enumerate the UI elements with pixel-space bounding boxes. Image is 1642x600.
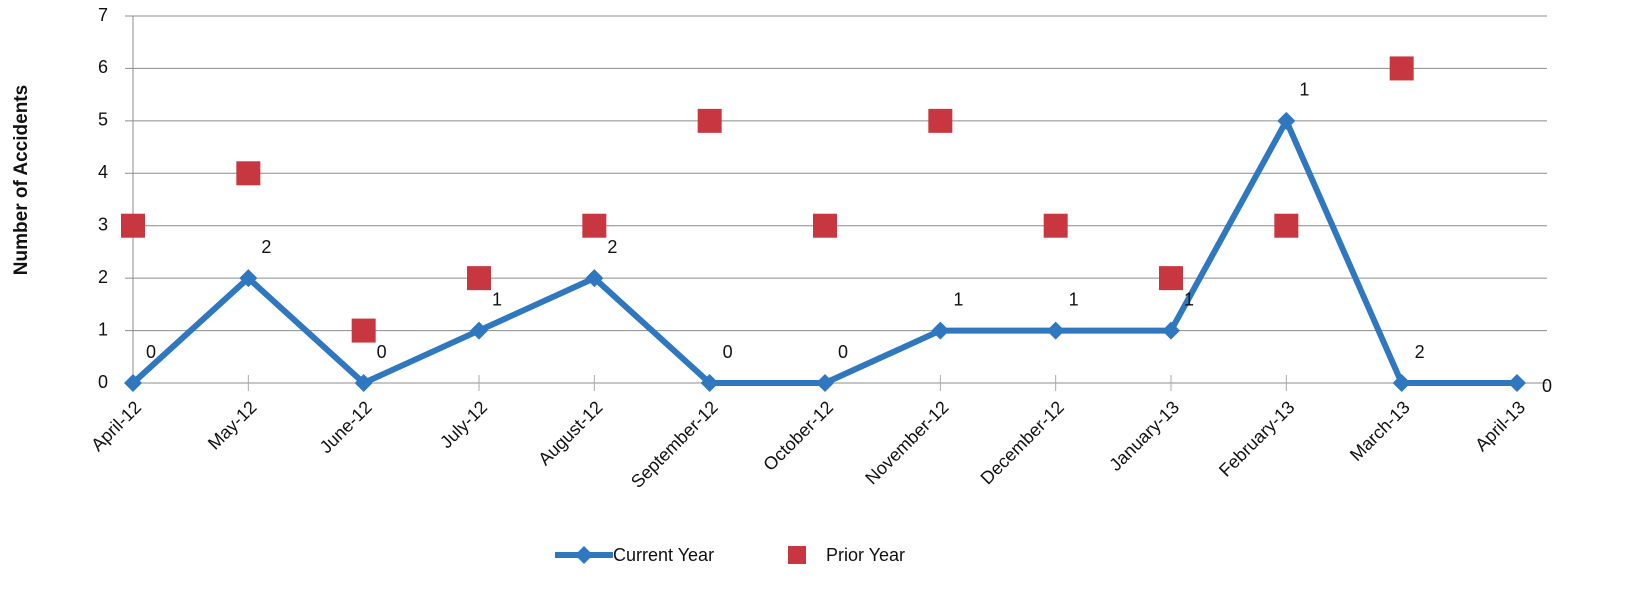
point bbox=[121, 213, 145, 238]
data-label: 2 bbox=[261, 237, 271, 257]
y-tick-label: 6 bbox=[98, 57, 108, 77]
point bbox=[124, 374, 142, 392]
x-tick-label: June-12 bbox=[316, 397, 376, 457]
point bbox=[697, 108, 722, 133]
point bbox=[1508, 374, 1526, 392]
legend-label: Current Year bbox=[613, 545, 714, 565]
y-tick-label: 4 bbox=[98, 162, 108, 182]
x-tick-label: October-12 bbox=[759, 397, 837, 475]
point bbox=[239, 269, 258, 288]
data-label: 0 bbox=[377, 342, 387, 362]
point bbox=[813, 213, 837, 238]
x-tick-label: August-12 bbox=[534, 397, 606, 469]
x-tick-label: November-12 bbox=[861, 397, 952, 488]
point bbox=[236, 161, 261, 186]
data-label: 0 bbox=[146, 342, 156, 362]
point bbox=[700, 374, 719, 392]
point bbox=[928, 108, 953, 133]
series-line bbox=[130, 117, 1517, 386]
point bbox=[931, 321, 950, 340]
data-label: 1 bbox=[1299, 80, 1309, 100]
point bbox=[816, 374, 834, 392]
x-tick-label: July-12 bbox=[436, 397, 491, 452]
x-tick-label: April-12 bbox=[87, 397, 145, 455]
point bbox=[1159, 266, 1183, 291]
y-tick-label: 5 bbox=[98, 110, 108, 130]
point bbox=[1392, 374, 1411, 392]
legend-marker bbox=[575, 546, 593, 564]
x-tick-label: May-12 bbox=[204, 397, 261, 454]
point bbox=[467, 266, 491, 291]
legend-label: Prior Year bbox=[826, 545, 905, 565]
x-tick-label: September-12 bbox=[627, 397, 722, 492]
data-label: 1 bbox=[1069, 289, 1079, 309]
x-tick-label: December-12 bbox=[977, 397, 1068, 488]
data-label: 1 bbox=[492, 289, 502, 309]
data-label: 0 bbox=[723, 342, 733, 362]
x-tick-label: January-13 bbox=[1105, 397, 1183, 475]
point bbox=[1046, 321, 1065, 340]
point bbox=[470, 321, 488, 340]
point bbox=[354, 374, 373, 392]
y-tick-label: 1 bbox=[98, 319, 108, 339]
x-tick-label: April-13 bbox=[1471, 397, 1529, 455]
x-tick-label: February-13 bbox=[1215, 397, 1298, 480]
point bbox=[1043, 213, 1068, 238]
point bbox=[1162, 321, 1180, 340]
y-tick-label: 3 bbox=[98, 214, 108, 234]
y-axis-title: Number of Accidents bbox=[11, 85, 32, 275]
data-label: 0 bbox=[838, 342, 848, 362]
point bbox=[582, 213, 607, 238]
point bbox=[351, 318, 376, 343]
y-tick-label: 2 bbox=[98, 267, 108, 287]
legend-marker bbox=[788, 546, 806, 564]
data-label: 2 bbox=[607, 237, 617, 257]
data-label: 0 bbox=[1542, 376, 1552, 396]
x-tick-label: March-13 bbox=[1346, 397, 1414, 465]
data-label: 1 bbox=[953, 289, 963, 309]
data-label: 2 bbox=[1415, 342, 1425, 362]
y-tick-label: 7 bbox=[98, 5, 108, 25]
data-label: 1 bbox=[1184, 289, 1194, 309]
point bbox=[1274, 213, 1299, 238]
point bbox=[585, 269, 604, 288]
y-tick-label: 0 bbox=[98, 372, 108, 392]
point bbox=[1277, 111, 1296, 130]
point bbox=[1389, 56, 1414, 81]
